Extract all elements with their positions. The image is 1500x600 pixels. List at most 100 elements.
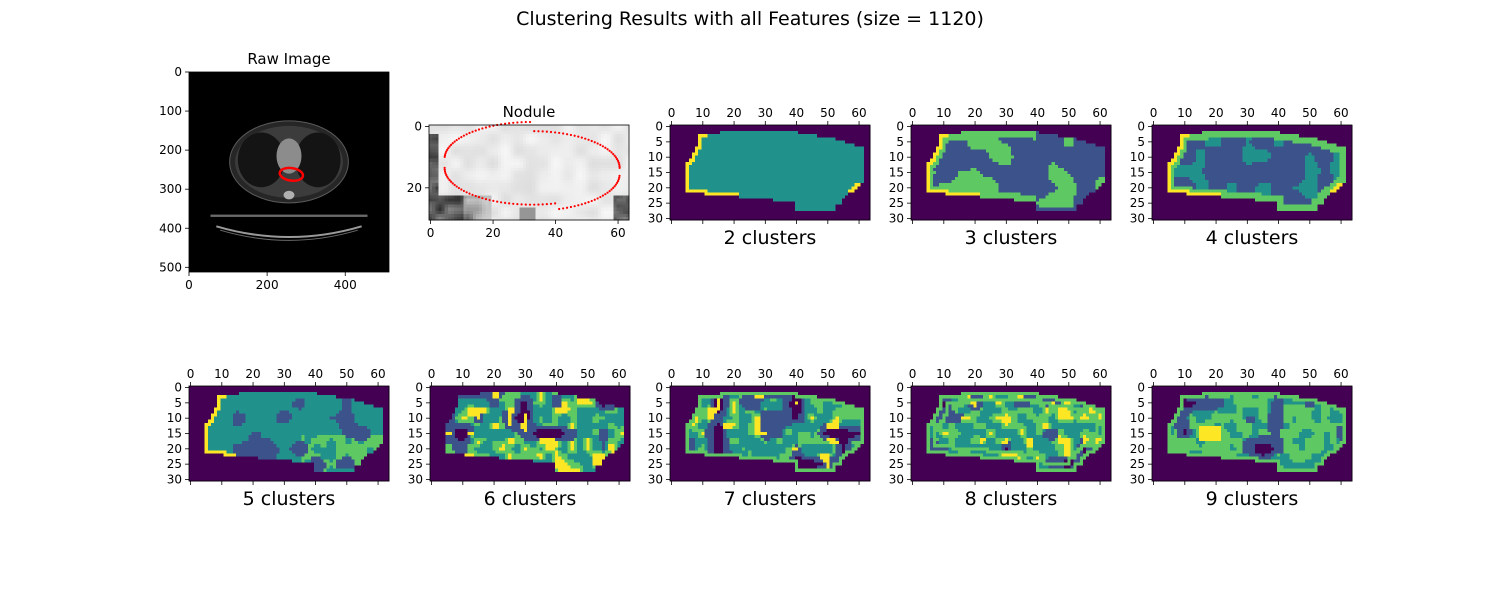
- x-tick-label: 20: [1208, 367, 1223, 381]
- y-tick-label: 15: [648, 166, 663, 180]
- y-tick-label: 500: [159, 260, 182, 274]
- left-lung: [237, 132, 285, 188]
- panel-title: Raw Image: [247, 50, 330, 68]
- x-tick-label: 60: [1333, 106, 1348, 120]
- x-tick-label: 10: [1177, 106, 1192, 120]
- y-tick-label: 200: [159, 143, 182, 157]
- y-tick-label: 20: [1130, 442, 1145, 456]
- y-tick-label: 5: [655, 396, 663, 410]
- x-tick-label: 10: [936, 106, 951, 120]
- x-tick-label: 60: [370, 367, 385, 381]
- y-tick-label: 30: [889, 472, 904, 486]
- y-tick-label: 10: [408, 411, 423, 425]
- axes-frame: [428, 124, 630, 221]
- y-tick-label: 100: [159, 104, 182, 118]
- y-tick-label: 10: [889, 150, 904, 164]
- y-tick-label: 20: [407, 181, 422, 195]
- y-tick-label: 30: [889, 211, 904, 225]
- x-tick-label: 0: [909, 367, 917, 381]
- x-tick-label: 20: [967, 367, 982, 381]
- x-tick-label: 40: [548, 226, 563, 240]
- nodule-contour-points: [443, 120, 621, 211]
- x-tick-label: 40: [789, 367, 804, 381]
- x-tick-label: 10: [695, 367, 710, 381]
- y-tick-label: 0: [415, 381, 423, 395]
- x-tick-label: 50: [820, 367, 835, 381]
- y-tick-label: 10: [1130, 150, 1145, 164]
- y-tick-label: 5: [1137, 396, 1145, 410]
- y-tick-label: 20: [889, 181, 904, 195]
- cluster-label: 3 clusters: [965, 227, 1058, 249]
- y-tick-label: 30: [648, 472, 663, 486]
- x-tick-label: 10: [1177, 367, 1192, 381]
- x-tick-label: 30: [518, 367, 533, 381]
- y-tick-label: 10: [889, 411, 904, 425]
- x-tick-label: 10: [455, 367, 470, 381]
- x-tick-label: 0: [428, 367, 436, 381]
- x-tick-label: 50: [580, 367, 595, 381]
- y-tick-label: 5: [896, 396, 904, 410]
- x-tick-label: 50: [820, 106, 835, 120]
- y-tick-label: 5: [655, 135, 663, 149]
- y-tick-label: 10: [648, 411, 663, 425]
- x-tick-label: 0: [187, 367, 195, 381]
- y-tick-label: 30: [648, 211, 663, 225]
- x-tick-label: 20: [245, 367, 260, 381]
- y-tick-label: 0: [174, 65, 182, 79]
- x-tick-label: 20: [726, 367, 741, 381]
- axes-frame: [188, 71, 390, 273]
- y-tick-label: 20: [889, 442, 904, 456]
- nodule-panel: Nodule 0 20 40 60 0 20: [407, 103, 630, 240]
- x-tick-label: 40: [1030, 367, 1045, 381]
- x-tick-label: 40: [308, 367, 323, 381]
- x-tick-label: 60: [851, 106, 866, 120]
- scanner-table: [210, 214, 368, 217]
- y-tick-label: 30: [1130, 472, 1145, 486]
- y-tick-label: 0: [896, 120, 904, 134]
- y-tick-label: 5: [1137, 135, 1145, 149]
- y-tick-label: 10: [1130, 411, 1145, 425]
- x-tick-label: 60: [851, 367, 866, 381]
- y-tick-label: 15: [889, 166, 904, 180]
- y-tick-label: 15: [1130, 166, 1145, 180]
- x-tick-label: 20: [1208, 106, 1223, 120]
- y-tick-label: 15: [1130, 427, 1145, 441]
- y-tick-label: 20: [648, 181, 663, 195]
- x-tick-label: 40: [1030, 106, 1045, 120]
- table-arc: [220, 229, 358, 241]
- x-tick-label: 0: [1150, 367, 1158, 381]
- spine: [283, 190, 295, 200]
- figure-title: Clustering Results with all Features (si…: [516, 8, 984, 30]
- x-tick-label: 30: [758, 106, 773, 120]
- y-tick-label: 5: [415, 396, 423, 410]
- y-tick-label: 15: [167, 427, 182, 441]
- cluster-map: [189, 386, 390, 482]
- cluster-map: [911, 125, 1112, 221]
- x-tick-label: 0: [185, 278, 193, 292]
- x-tick-label: 400: [334, 278, 357, 292]
- y-tick-label: 0: [655, 381, 663, 395]
- y-tick-label: 30: [167, 472, 182, 486]
- panel-title: Nodule: [503, 103, 556, 121]
- x-tick-label: 60: [1333, 367, 1348, 381]
- y-tick-label: 10: [648, 150, 663, 164]
- y-tick-label: 25: [648, 457, 663, 471]
- cluster-label: 6 clusters: [484, 488, 577, 510]
- y-tick-label: 0: [896, 381, 904, 395]
- x-tick-label: 30: [999, 367, 1014, 381]
- cluster-label: 8 clusters: [965, 488, 1058, 510]
- cluster-label: 2 clusters: [724, 227, 817, 249]
- y-tick-label: 25: [167, 457, 182, 471]
- y-tick-label: 300: [159, 182, 182, 196]
- x-tick-label: 20: [967, 106, 982, 120]
- x-tick-label: 60: [1092, 106, 1107, 120]
- x-tick-label: 0: [427, 226, 435, 240]
- x-tick-label: 20: [726, 106, 741, 120]
